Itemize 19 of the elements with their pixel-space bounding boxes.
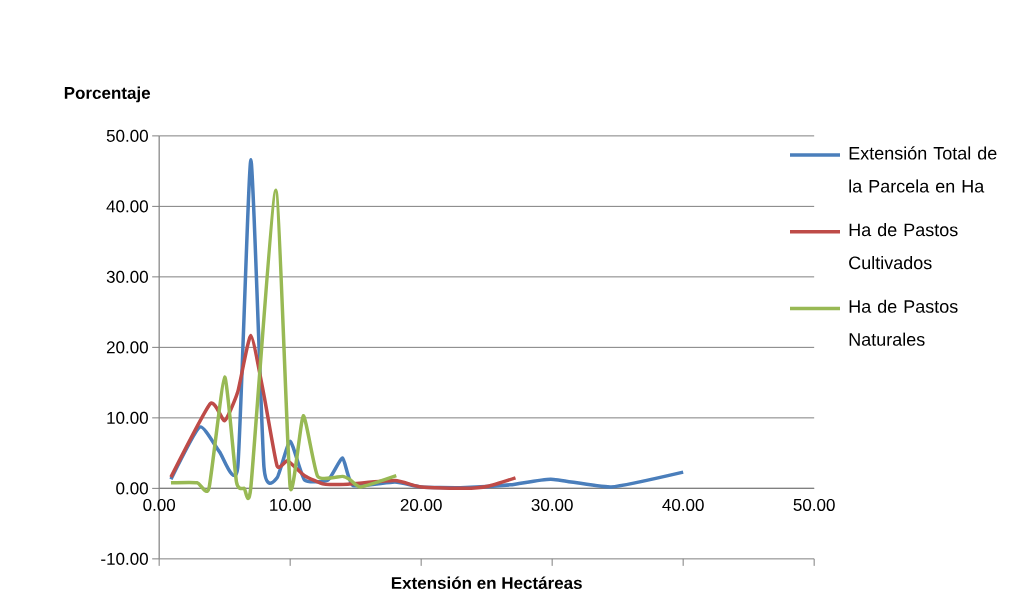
y-tick-label: 20.00 [106,341,148,354]
x-tick-label: 0.00 [143,498,176,511]
y-tick-label: 0.00 [116,482,148,495]
x-tick-label: 10.00 [270,498,311,511]
y-tick-label: 10.00 [107,411,148,424]
line-series [169,333,518,491]
x-tick-label: 40.00 [662,498,704,511]
y-tick-label: 30.00 [106,270,148,283]
y-tick-label: 50.00 [106,129,148,142]
x-tick-label: 50.00 [793,498,835,511]
legend-label: Extensión Total de la Parcela en Ha [849,146,997,193]
legend-label: Ha de Pastos Naturales [849,299,958,346]
x-tick-label: 20.00 [400,498,442,511]
x-tick-label: 30.00 [531,498,573,511]
y-tick-label: 40.00 [106,200,148,213]
legend-label: Ha de Pastos Cultivados [849,223,958,270]
y-axis-title: Porcentaje [64,86,151,103]
y-tick-label: -10.00 [101,552,148,565]
x-axis-title: Extensión en Hectáreas [391,576,582,590]
